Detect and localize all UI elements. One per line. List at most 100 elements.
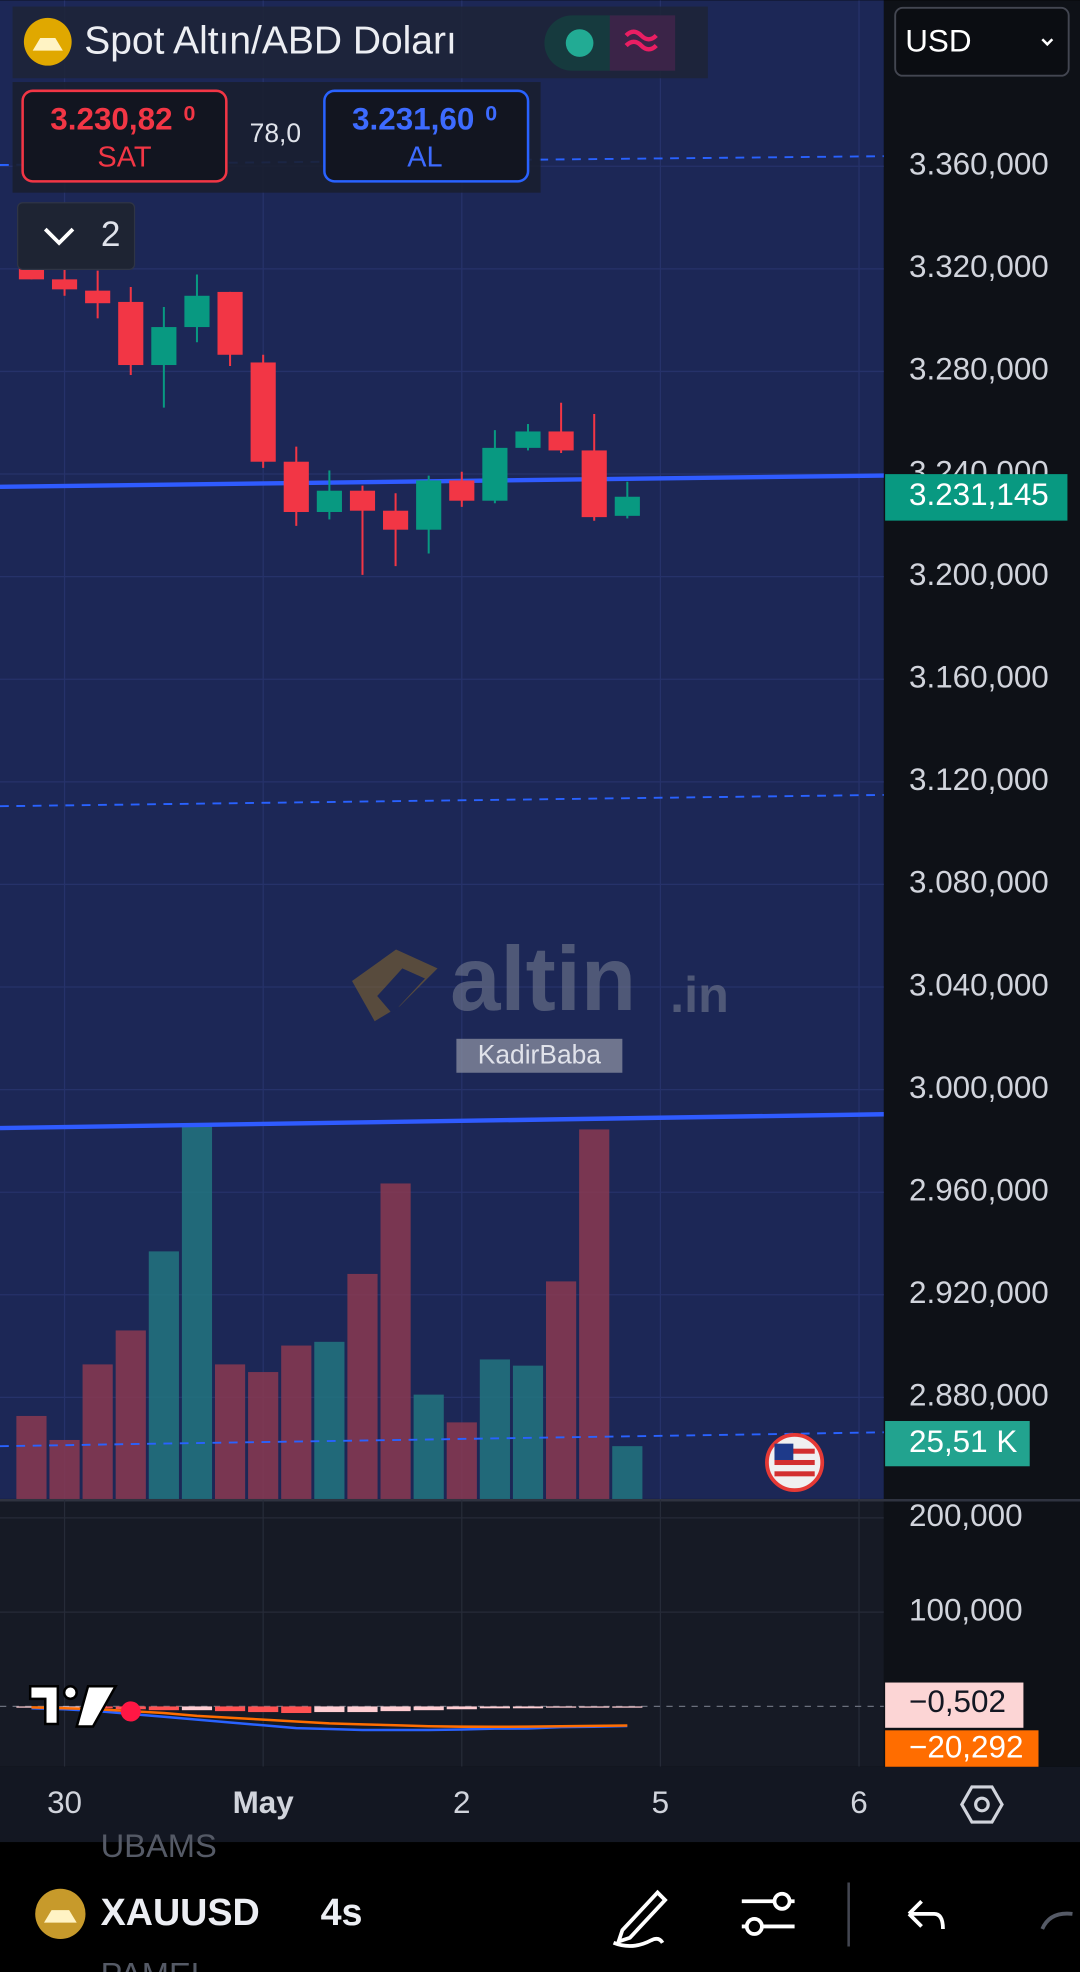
chart-background	[0, 0, 884, 1499]
toggle-right	[609, 15, 676, 71]
ask-price: 3.231,60	[352, 101, 474, 136]
currency-box	[894, 6, 1070, 77]
toggle-wave	[624, 29, 658, 52]
watermark-user: KadirBaba	[478, 1039, 602, 1069]
grid	[0, 0, 884, 1499]
time-axis-background	[0, 1766, 1080, 1843]
pencil-icon	[615, 1889, 668, 1945]
symbol-icon-bars	[44, 1910, 77, 1923]
y-tick-label: 3.120,000	[909, 762, 1049, 797]
redo-icon[interactable]	[1040, 1911, 1073, 1930]
indicator-count: 2	[101, 215, 121, 254]
histogram-bar	[579, 1706, 610, 1708]
candle-body	[416, 480, 442, 530]
histogram-tag-label: −0,502	[909, 1684, 1006, 1719]
candle-body	[51, 279, 78, 290]
bid-price: 3.230,82	[50, 101, 172, 136]
tv-logo	[28, 1685, 118, 1728]
macd	[0, 1500, 884, 1767]
candle-body	[349, 490, 376, 511]
chevron	[1041, 38, 1054, 47]
flag-stripe	[774, 1448, 815, 1454]
currency: USD	[905, 23, 971, 58]
y-tick-label: 2.960,000	[909, 1173, 1049, 1208]
settings-tool[interactable]	[741, 1891, 795, 1936]
sell-box	[21, 89, 228, 183]
watermark: altin .in	[352, 929, 729, 1030]
red-dot	[120, 1701, 141, 1722]
histogram-bar	[612, 1706, 643, 1708]
sell-label: SAT	[97, 141, 151, 173]
watermark-logo	[377, 968, 425, 1014]
histogram-tag	[885, 1682, 1024, 1728]
x-tick-label: 6	[850, 1785, 867, 1820]
histogram-bar	[281, 1706, 312, 1714]
settings-icon-center	[974, 1796, 990, 1813]
sell-button[interactable]: 3.230,82 0 SAT	[21, 89, 228, 183]
currency-select[interactable]: USD	[894, 6, 1070, 77]
macd-background	[0, 1498, 884, 1767]
volume-bar	[546, 1281, 577, 1499]
event-flag[interactable]	[765, 1432, 825, 1493]
y-tick-label: 3.160,000	[909, 660, 1049, 695]
volume-bar	[148, 1251, 179, 1499]
x-tick-label: May	[233, 1785, 295, 1820]
symbol[interactable]: XAUUSD	[101, 1891, 260, 1933]
buy-button[interactable]: 3.231,60 0 AL	[323, 89, 530, 183]
symbol-title: Spot Altın/ABD Doları	[84, 19, 457, 62]
y-tick-label: 2.920,000	[909, 1275, 1049, 1310]
y-tick-label: 3.320,000	[909, 249, 1049, 284]
toggle-dot	[565, 29, 594, 57]
volume-bar	[446, 1422, 477, 1499]
draw-tool[interactable]	[612, 1889, 668, 1948]
volume-bar	[479, 1359, 510, 1499]
toolbar-background	[0, 1842, 1080, 1972]
logo-shape	[62, 1685, 78, 1701]
indicator-toggle[interactable]: 2	[16, 202, 136, 270]
interval[interactable]: 4s	[321, 1891, 363, 1933]
candle-body	[449, 480, 475, 501]
toggle[interactable]	[544, 15, 676, 71]
volume-bar	[380, 1183, 411, 1499]
spread: 78,0	[250, 118, 301, 148]
settings-icon[interactable]	[960, 1785, 1004, 1824]
y-tick-label: 3.280,000	[909, 352, 1049, 387]
pencil-stroke	[612, 1936, 665, 1948]
volume-bar	[347, 1273, 378, 1499]
signal-tag	[885, 1730, 1039, 1767]
histogram-bar	[148, 1706, 179, 1711]
volume-bar	[115, 1330, 146, 1499]
undo-icon[interactable]	[907, 1899, 945, 1930]
candle-body	[217, 291, 243, 355]
y-tick-label: 3.200,000	[909, 557, 1049, 592]
histogram-bar	[446, 1706, 477, 1710]
candle-body	[614, 496, 640, 516]
indicator-box	[16, 202, 136, 270]
volume-bar	[612, 1446, 643, 1499]
volume-bar	[214, 1364, 246, 1499]
ask-tail: 0	[485, 101, 497, 125]
histogram-bar	[413, 1706, 444, 1711]
volume-bar	[181, 1125, 213, 1499]
candle-body	[548, 431, 574, 451]
y-tick-label: 2.880,000	[909, 1378, 1049, 1413]
chevron	[43, 227, 75, 246]
volume-tag	[885, 1421, 1030, 1467]
volume	[16, 1125, 643, 1499]
histogram-bar	[380, 1706, 411, 1712]
hidden-item: UBAMS	[101, 1827, 217, 1864]
flag-canton	[774, 1443, 794, 1460]
axes: 3.360,0003.320,0003.280,0003.240,0003.20…	[47, 147, 1068, 1820]
candle-body	[250, 362, 276, 462]
trend-line	[0, 473, 884, 490]
price-tag-label: 3.231,145	[909, 477, 1049, 512]
logo-shape	[75, 1685, 118, 1728]
y-tick-label: 3.080,000	[909, 865, 1049, 900]
volume-tag-label: 25,51 K	[909, 1424, 1017, 1459]
histogram-bar	[347, 1706, 378, 1713]
flag-stripe	[774, 1459, 815, 1466]
volume-bar	[512, 1365, 544, 1499]
candle-body	[482, 447, 508, 501]
